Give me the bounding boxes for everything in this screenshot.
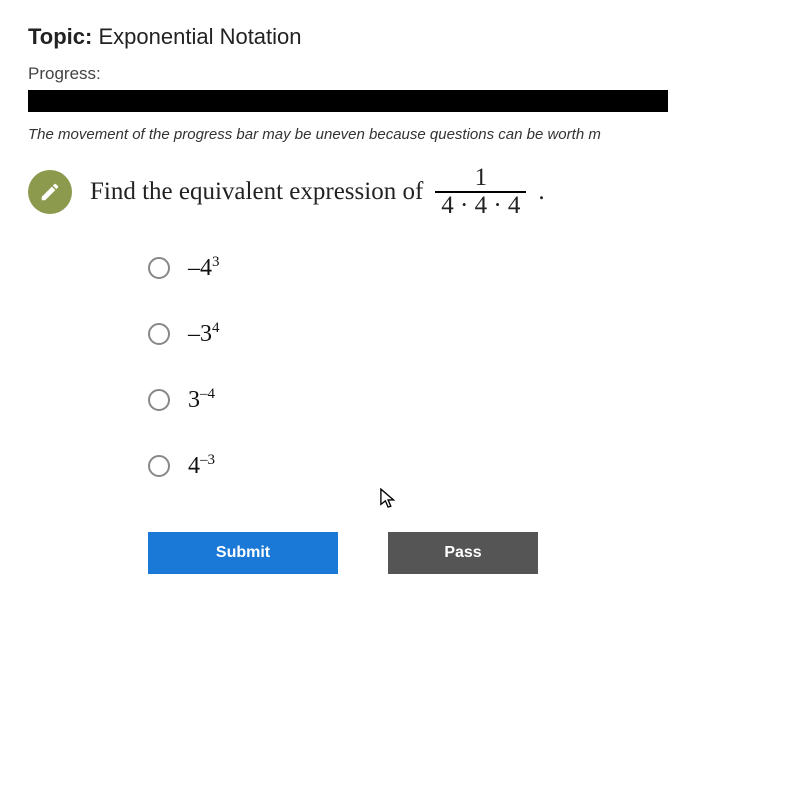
question-text: Find the equivalent expression of 1 4 · … bbox=[90, 165, 545, 220]
fraction-denominator: 4 · 4 · 4 bbox=[435, 193, 526, 219]
question-trailing: . bbox=[538, 178, 544, 206]
question-row: Find the equivalent expression of 1 4 · … bbox=[28, 165, 772, 220]
options-list: –43 –34 3–4 4–3 bbox=[148, 254, 772, 480]
button-row: Submit Pass bbox=[148, 532, 772, 574]
pass-button[interactable]: Pass bbox=[388, 532, 538, 574]
question-stem: Find the equivalent expression of bbox=[90, 178, 423, 206]
option-b[interactable]: –34 bbox=[148, 320, 772, 348]
submit-button[interactable]: Submit bbox=[148, 532, 338, 574]
radio-icon[interactable] bbox=[148, 323, 170, 345]
topic-line: Topic: Exponential Notation bbox=[28, 24, 772, 50]
option-d-math: 4–3 bbox=[188, 452, 215, 480]
radio-icon[interactable] bbox=[148, 257, 170, 279]
question-fraction: 1 4 · 4 · 4 bbox=[435, 165, 526, 220]
progress-label: Progress: bbox=[28, 64, 772, 84]
radio-icon[interactable] bbox=[148, 389, 170, 411]
fraction-numerator: 1 bbox=[467, 165, 496, 191]
option-a[interactable]: –43 bbox=[148, 254, 772, 282]
progress-note: The movement of the progress bar may be … bbox=[28, 126, 772, 143]
option-d[interactable]: 4–3 bbox=[148, 452, 772, 480]
option-a-math: –43 bbox=[188, 254, 220, 282]
option-c[interactable]: 3–4 bbox=[148, 386, 772, 414]
option-b-math: –34 bbox=[188, 320, 220, 348]
quiz-panel: Topic: Exponential Notation Progress: Th… bbox=[0, 0, 800, 800]
pencil-icon bbox=[28, 170, 72, 214]
option-c-math: 3–4 bbox=[188, 386, 215, 414]
topic-value: Exponential Notation bbox=[98, 24, 301, 49]
topic-label: Topic: bbox=[28, 24, 92, 49]
radio-icon[interactable] bbox=[148, 455, 170, 477]
progress-bar bbox=[28, 90, 668, 112]
